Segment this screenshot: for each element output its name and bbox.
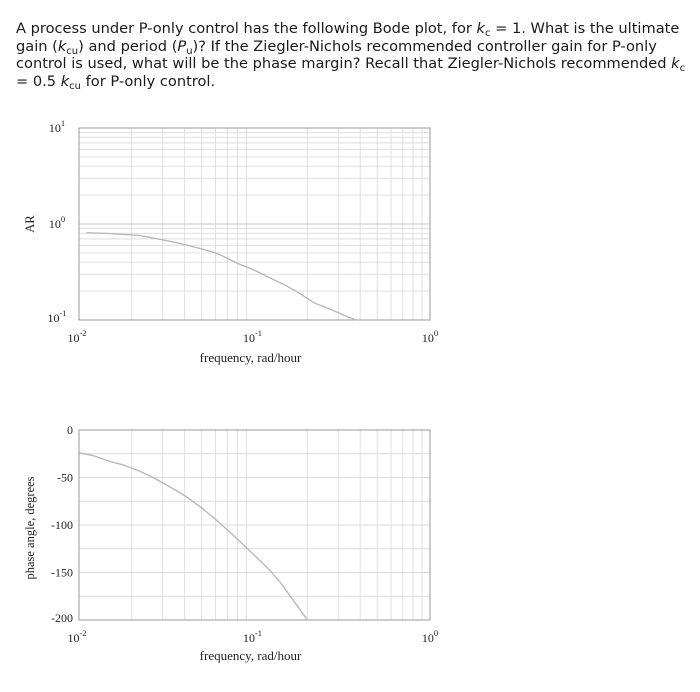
kcu-subscript: cu — [69, 80, 82, 92]
x-axis-label: frequency, rad/hour — [200, 648, 302, 663]
question-part: ) and period ( — [78, 37, 178, 55]
question-part: = 0.5 — [16, 72, 61, 90]
series-line-0 — [78, 452, 308, 621]
x-tick-label: 10-1 — [243, 628, 262, 645]
y-tick-label: 10-1 — [47, 308, 66, 325]
kc-subscript: c — [484, 28, 491, 39]
series-line-0 — [86, 232, 357, 321]
chart-phase: 10-2 10-1 100 0 -50 -100 -150 -200 frequency, ra… — [23, 423, 438, 663]
kc-symbol: k — [476, 20, 485, 37]
x-tick-label: 10-1 — [243, 328, 262, 345]
y-tick-label: 0 — [67, 423, 73, 437]
y-tick-label: 101 — [49, 118, 65, 135]
y-tick-label: 100 — [49, 214, 65, 231]
x-tick-label: 100 — [422, 628, 438, 645]
x-tick-label: 100 — [422, 328, 438, 345]
pu-subscript: u — [186, 45, 193, 57]
kcu-symbol: k — [57, 37, 67, 55]
y-tick-label: -100 — [51, 518, 73, 532]
y-axis-label: AR — [23, 215, 37, 233]
plot-frame — [78, 127, 431, 321]
kcu-symbol: k — [60, 72, 70, 90]
y-tick-label: -150 — [51, 566, 73, 580]
kc-symbol: k — [671, 55, 680, 72]
kcu-subscript: cu — [66, 45, 79, 57]
y-axis-label: phase angle, degrees — [23, 476, 37, 579]
question-part: = 1. What is the ultimate gain ( — [16, 20, 680, 55]
x-axis-label: frequency, rad/hour — [200, 350, 302, 365]
kc-subscript: c — [679, 63, 686, 74]
question-text: A process under P-only control has the f… — [16, 20, 696, 92]
plot-frame — [78, 429, 431, 621]
y-tick-label: -200 — [51, 611, 73, 625]
question-part: A process under P-only control has the f… — [16, 20, 477, 37]
x-tick-label: 10-2 — [67, 628, 86, 645]
x-tick-label: 10-2 — [67, 328, 86, 345]
pu-symbol: P — [177, 37, 187, 55]
y-tick-label: -50 — [57, 471, 73, 485]
question-part: )? If the Ziegler-Nichols recommended co… — [16, 37, 672, 73]
question-part: for P-only control. — [81, 72, 216, 90]
